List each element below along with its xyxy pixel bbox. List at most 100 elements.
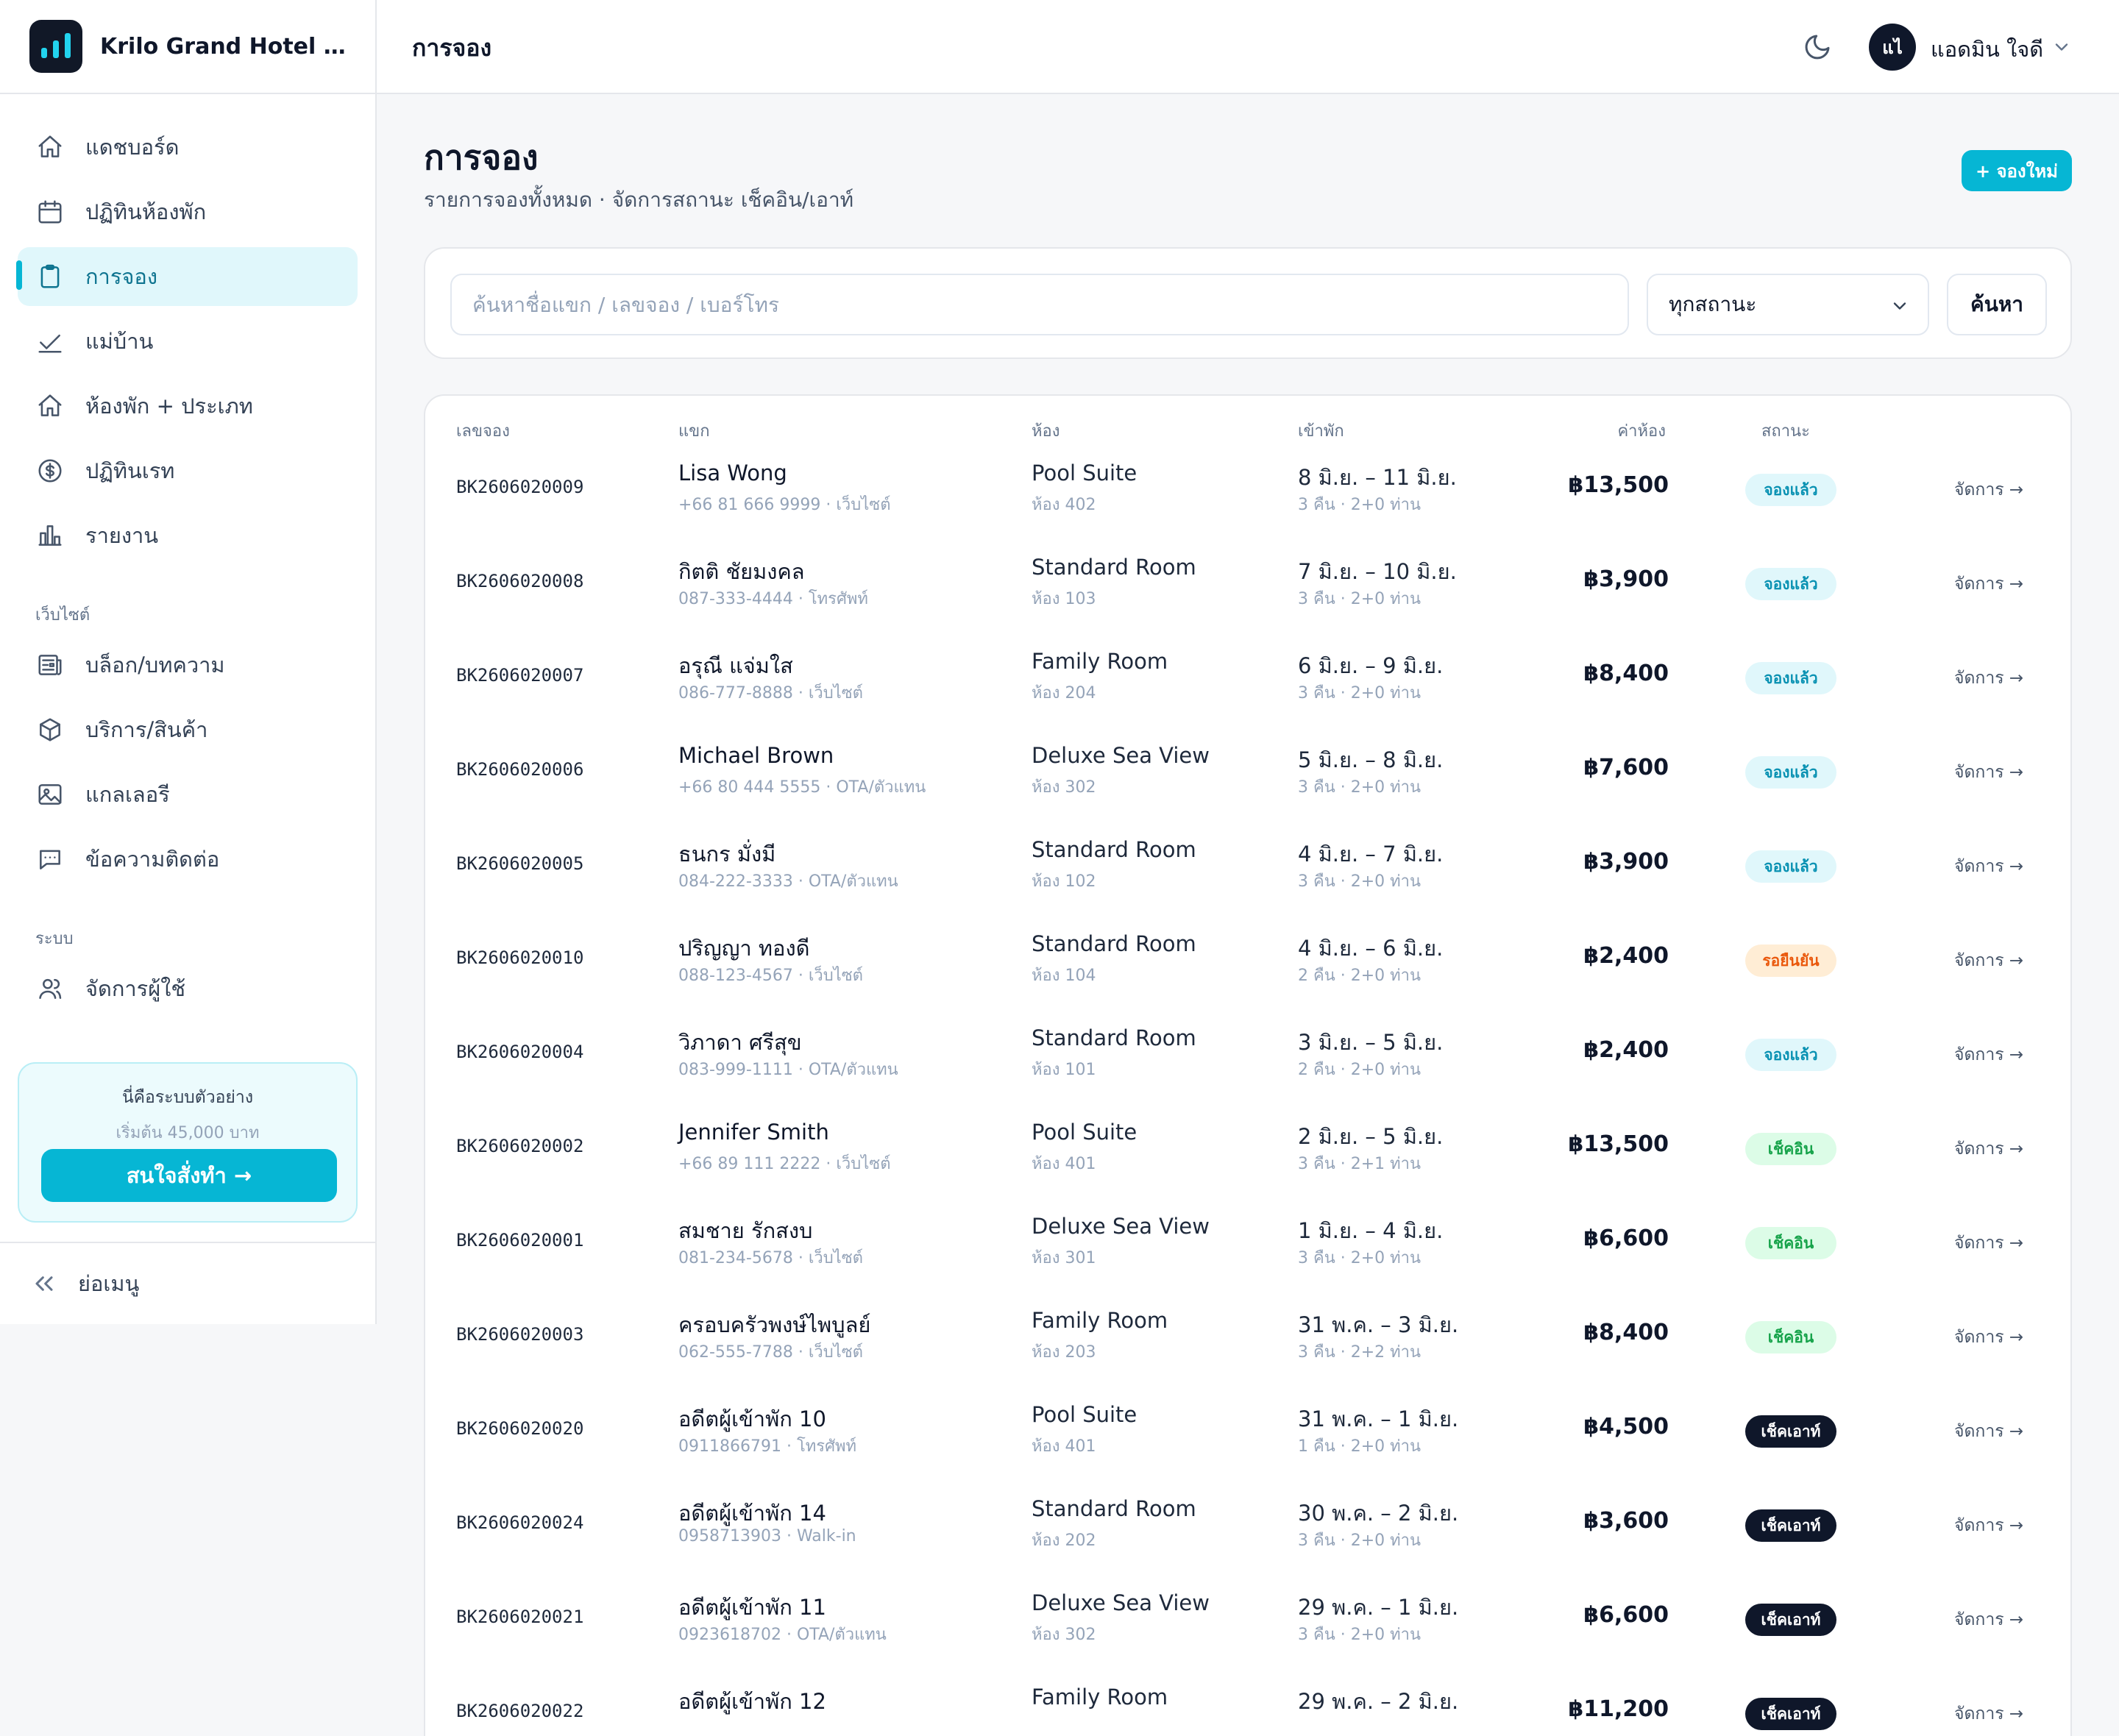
manage-link[interactable]: จัดการ →	[1954, 857, 2024, 876]
status-badge: จองแล้ว	[1745, 850, 1836, 883]
sidebar-item-label: ห้องพัก + ประเภท	[85, 394, 253, 419]
sidebar-item[interactable]: รายงาน	[18, 506, 358, 565]
table-row: BK2606020001 สมชาย รักสงบ 081-234-5678 · เ…	[425, 1199, 2070, 1293]
manage-link[interactable]: จัดการ →	[1954, 1234, 2024, 1253]
sidebar-item-label: แม่บ้าน	[85, 329, 154, 354]
room-number: ห้อง 102	[1032, 872, 1096, 891]
stay-dates: 8 มิ.ย. – 11 มิ.ย.	[1298, 465, 1457, 490]
promo-card: นี่คือระบบตัวอย่าง เริ่มต้น 45,000 บาท ส…	[18, 1062, 358, 1223]
manage-link[interactable]: จัดการ →	[1954, 1610, 2024, 1629]
manage-link[interactable]: จัดการ →	[1954, 763, 2024, 782]
room-type: Pool Suite	[1032, 1402, 1137, 1427]
status-badge: จองแล้ว	[1745, 474, 1836, 506]
sidebar-item[interactable]: ปฏิทินห้องพัก	[18, 182, 358, 241]
manage-link[interactable]: จัดการ →	[1954, 1516, 2024, 1535]
booking-id: BK2606020024	[456, 1512, 584, 1533]
guest-contact: 081-234-5678 · เว็บไซต์	[678, 1249, 863, 1267]
stay-dates: 1 มิ.ย. – 4 มิ.ย.	[1298, 1218, 1444, 1243]
sidebar-item[interactable]: จัดการผู้ใช้	[18, 959, 358, 1018]
guest-name: สมชาย รักสงบ	[678, 1218, 813, 1243]
guest-name: Michael Brown	[678, 743, 834, 768]
sidebar-item[interactable]: แกลเลอรี	[18, 765, 358, 824]
search-input[interactable]	[450, 274, 1629, 335]
status-select[interactable]: ทุกสถานะ	[1647, 274, 1929, 335]
manage-link[interactable]: จัดการ →	[1954, 574, 2024, 594]
new-booking-button[interactable]: + จองใหม่	[1962, 150, 2072, 191]
manage-link[interactable]: จัดการ →	[1954, 951, 2024, 970]
guest-name: อดีตผู้เข้าพัก 11	[678, 1595, 826, 1620]
stay-dates: 29 พ.ค. – 1 มิ.ย.	[1298, 1595, 1459, 1620]
sidebar-item-partial	[35, 1036, 359, 1053]
collapse-label: ย่อเมนู	[78, 1271, 140, 1296]
stay-details: 3 คืน · 2+0 ท่าน	[1298, 1532, 1421, 1550]
sidebar-item-label: การจอง	[85, 264, 157, 289]
bar-chart-icon	[35, 521, 65, 550]
room-price: ฿7,600	[1583, 755, 1669, 780]
stay-dates: 7 มิ.ย. – 10 มิ.ย.	[1298, 559, 1457, 584]
status-select-value: ทุกสถานะ	[1669, 292, 1757, 316]
topbar: การจอง แไ แอดมิน ใจดี	[377, 0, 2119, 94]
header-checkin: เข้าพัก	[1298, 422, 1344, 441]
manage-link[interactable]: จัดการ →	[1954, 1045, 2024, 1064]
order-button[interactable]: สนใจสั่งทำ →	[41, 1149, 337, 1202]
avatar[interactable]: แไ	[1869, 24, 1916, 71]
stay-dates: 31 พ.ค. – 3 มิ.ย.	[1298, 1312, 1459, 1337]
sidebar-item[interactable]: ข้อความติดต่อ	[18, 830, 358, 889]
manage-link[interactable]: จัดการ →	[1954, 1328, 2024, 1347]
guest-contact: 086-777-8888 · เว็บไซต์	[678, 684, 863, 702]
status-badge: จองแล้ว	[1745, 662, 1836, 694]
booking-id: BK2606020002	[456, 1136, 584, 1156]
chevron-down-icon[interactable]	[2051, 37, 2072, 57]
manage-link[interactable]: จัดการ →	[1954, 669, 2024, 688]
room-number: ห้อง 301	[1032, 1249, 1096, 1267]
topbar-title: การจอง	[412, 34, 492, 62]
sidebar-item[interactable]: ห้องพัก + ประเภท	[18, 377, 358, 435]
sidebar: Krilo Grand Hotel (ตัวอย่าง) แดชบอร์ดปฏิ…	[0, 0, 377, 1324]
booking-id: BK2606020021	[456, 1607, 584, 1627]
room-number: ห้อง 204	[1032, 684, 1096, 702]
search-button[interactable]: ค้นหา	[1947, 274, 2047, 335]
guest-name: อรุณี แจ่มใส	[678, 653, 793, 678]
stay-details: 3 คืน · 2+0 ท่าน	[1298, 1249, 1421, 1267]
manage-link[interactable]: จัดการ →	[1954, 1422, 2024, 1441]
moon-icon[interactable]	[1803, 32, 1832, 62]
sidebar-item[interactable]: ปฏิทินเรท	[18, 441, 358, 500]
sidebar-item[interactable]: แม่บ้าน	[18, 312, 358, 371]
promo-subtitle: เริ่มต้น 45,000 บาท	[116, 1124, 260, 1142]
guest-contact: 084-222-3333 · OTA/ตัวแทน	[678, 872, 898, 891]
booking-id: BK2606020007	[456, 665, 584, 686]
guest-name: Jennifer Smith	[678, 1120, 829, 1145]
sidebar-item[interactable]: แดชบอร์ด	[18, 118, 358, 177]
collapse-menu-button[interactable]: ย่อเมนู	[0, 1242, 375, 1324]
sidebar-item[interactable]: การจอง	[18, 247, 358, 306]
guest-name: ปริญญา ทองดี	[678, 936, 810, 961]
manage-link[interactable]: จัดการ →	[1954, 1704, 2024, 1723]
user-name[interactable]: แอดมิน ใจดี	[1931, 37, 2044, 62]
guest-contact: 0923618702 · OTA/ตัวแทน	[678, 1626, 887, 1644]
stay-dates: 2 มิ.ย. – 5 มิ.ย.	[1298, 1124, 1444, 1149]
status-badge: เช็คเอาท์	[1745, 1509, 1836, 1542]
table-row: BK2606020024 อดีตผู้เข้าพัก 14 0958713903 …	[425, 1481, 2070, 1576]
room-price: ฿3,900	[1583, 849, 1669, 875]
stay-details: 3 คืน · 2+1 ท่าน	[1298, 1155, 1421, 1173]
header-guest: แขก	[678, 422, 710, 441]
guest-name: วิภาดา ศรีสุข	[678, 1030, 802, 1055]
manage-link[interactable]: จัดการ →	[1954, 1139, 2024, 1159]
sidebar-item-label: แดชบอร์ด	[85, 135, 180, 160]
guest-name: อดีตผู้เข้าพัก 12	[678, 1689, 826, 1714]
table-row: BK2606020006 Michael Brown +66 80 444 5555…	[425, 728, 2070, 822]
room-type: Standard Room	[1032, 1025, 1196, 1050]
brand[interactable]: Krilo Grand Hotel (ตัวอย่าง)	[0, 0, 375, 94]
box-icon	[35, 715, 65, 744]
room-price: ฿2,400	[1583, 943, 1669, 969]
room-type: Family Room	[1032, 649, 1168, 674]
booking-id: BK2606020020	[456, 1418, 584, 1439]
manage-link[interactable]: จัดการ →	[1954, 480, 2024, 499]
sidebar-item[interactable]: บริการ/สินค้า	[18, 700, 358, 759]
room-price: ฿8,400	[1583, 1320, 1669, 1345]
sidebar-item[interactable]: บล็อก/บทความ	[18, 636, 358, 694]
room-type: Family Room	[1032, 1308, 1168, 1333]
stay-dates: 4 มิ.ย. – 7 มิ.ย.	[1298, 842, 1444, 867]
room-price: ฿13,500	[1568, 1131, 1669, 1157]
status-badge: เช็คอิน	[1745, 1133, 1836, 1165]
